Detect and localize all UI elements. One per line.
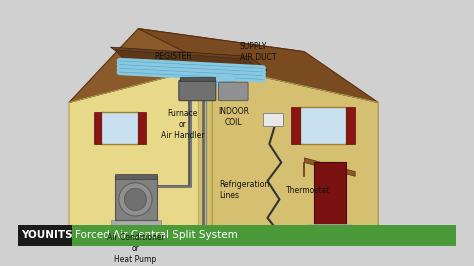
Polygon shape [115, 176, 157, 220]
Bar [94, 112, 101, 144]
Text: Thermostat: Thermostat [286, 186, 330, 195]
Bar [263, 113, 283, 126]
Bar [300, 107, 346, 144]
Polygon shape [138, 29, 378, 102]
Polygon shape [69, 29, 304, 102]
Text: Furnace
or
Air Handler: Furnace or Air Handler [161, 109, 204, 140]
Bar [309, 224, 351, 230]
Polygon shape [69, 65, 212, 227]
Polygon shape [212, 65, 378, 227]
Text: Forced Air Central Split System: Forced Air Central Split System [75, 230, 238, 240]
Bar [314, 163, 346, 227]
Circle shape [124, 188, 146, 210]
Text: REGISTER: REGISTER [155, 52, 192, 61]
Bar [138, 112, 146, 144]
Circle shape [119, 183, 152, 216]
Text: Air Conditioner
or
Heat Pump: Air Conditioner or Heat Pump [107, 233, 164, 264]
Bar [346, 107, 355, 144]
FancyBboxPatch shape [219, 82, 248, 101]
Text: SUPPLY
AIR DUCT: SUPPLY AIR DUCT [240, 42, 276, 62]
Polygon shape [110, 220, 161, 227]
Bar [291, 107, 300, 144]
Bar [180, 77, 215, 81]
Bar [18, 225, 456, 246]
Polygon shape [198, 81, 212, 227]
Bar [115, 174, 157, 179]
Polygon shape [115, 50, 263, 72]
Text: Refrigeration
Lines: Refrigeration Lines [219, 180, 270, 200]
Text: INDOOR
COIL: INDOOR COIL [218, 107, 249, 127]
Polygon shape [302, 163, 304, 176]
Bar [101, 112, 138, 144]
FancyBboxPatch shape [179, 80, 216, 101]
Text: YOUNITS: YOUNITS [21, 230, 73, 240]
Polygon shape [304, 158, 355, 176]
Bar [18, 225, 72, 246]
Polygon shape [110, 47, 267, 70]
